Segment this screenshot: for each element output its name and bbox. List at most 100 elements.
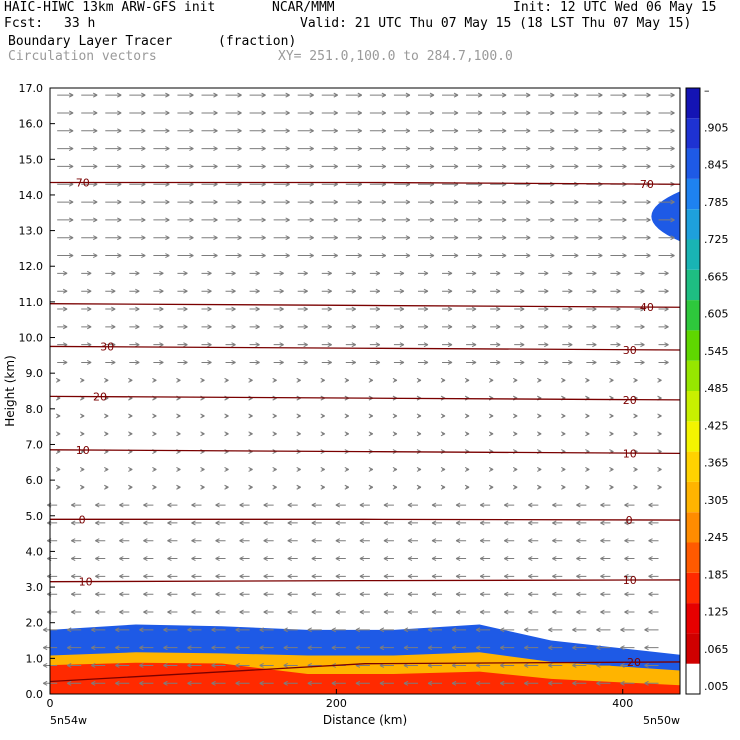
circulation-vector bbox=[105, 128, 122, 134]
circulation-vector bbox=[225, 306, 236, 312]
colorbar-label: .545 bbox=[704, 345, 729, 358]
colorbar-segment bbox=[686, 391, 700, 422]
circulation-vector bbox=[79, 413, 85, 419]
circulation-vector bbox=[359, 520, 370, 526]
circulation-vector bbox=[624, 520, 635, 526]
circulation-vector bbox=[177, 217, 194, 223]
circulation-vector bbox=[634, 253, 651, 258]
circulation-vector bbox=[139, 627, 154, 633]
circulation-vector bbox=[369, 217, 387, 223]
circulation-vector bbox=[552, 556, 563, 561]
circulation-vector bbox=[658, 146, 675, 152]
colorbar-segment bbox=[686, 360, 700, 391]
circulation-vector bbox=[490, 288, 501, 294]
circulation-vector bbox=[211, 627, 226, 633]
circulation-vector bbox=[658, 360, 669, 365]
circulation-vector bbox=[95, 520, 106, 526]
circulation-vector bbox=[176, 431, 181, 437]
circulation-vector bbox=[466, 288, 477, 294]
circulation-vector bbox=[369, 342, 381, 348]
circulation-vector bbox=[393, 146, 411, 152]
circulation-vector bbox=[105, 163, 122, 169]
circulation-vector bbox=[201, 146, 218, 152]
circulation-vector bbox=[417, 235, 435, 241]
circulation-vector bbox=[296, 377, 301, 383]
circulation-vector bbox=[191, 556, 202, 561]
circulation-vector bbox=[321, 235, 338, 241]
circulation-vector bbox=[249, 217, 266, 223]
circulation-vector bbox=[57, 146, 74, 152]
circulation-vector bbox=[273, 128, 290, 134]
circulation-vector bbox=[321, 217, 338, 223]
circulation-vector bbox=[235, 645, 250, 651]
circulation-vector bbox=[249, 235, 266, 241]
circulation-vector bbox=[524, 680, 539, 686]
circulation-vector bbox=[201, 235, 218, 241]
circulation-vector bbox=[586, 235, 603, 241]
circulation-vector bbox=[311, 591, 322, 597]
circulation-vector bbox=[128, 413, 133, 419]
circulation-vector bbox=[586, 110, 603, 116]
y-tick-label: 3.0 bbox=[26, 581, 44, 594]
circulation-vector bbox=[561, 431, 566, 437]
circulation-vector bbox=[600, 556, 611, 561]
circulation-vector bbox=[167, 520, 178, 526]
circulation-vector bbox=[167, 609, 178, 615]
circulation-vector bbox=[562, 163, 579, 169]
circulation-vector bbox=[128, 431, 133, 437]
circulation-vector bbox=[311, 520, 322, 526]
circulation-vector bbox=[320, 484, 325, 490]
circulation-vector bbox=[81, 128, 98, 134]
circulation-vector bbox=[239, 502, 250, 508]
circulation-vector bbox=[311, 502, 322, 508]
circulation-vector bbox=[417, 253, 435, 258]
circulation-vector bbox=[66, 680, 82, 686]
circulation-vector bbox=[91, 663, 106, 668]
circulation-vector bbox=[586, 324, 597, 330]
y-tick-label: 17.0 bbox=[19, 82, 44, 95]
circulation-vector bbox=[215, 573, 226, 579]
circulation-vector bbox=[586, 306, 597, 312]
x-tick-label: 200 bbox=[326, 697, 347, 710]
circulation-vector bbox=[177, 110, 194, 116]
circulation-vector bbox=[417, 306, 429, 312]
temperature-contour bbox=[49, 395, 681, 401]
colorbar-label: .005 bbox=[704, 680, 729, 693]
circulation-vector bbox=[177, 342, 188, 348]
circulation-vector bbox=[191, 538, 202, 544]
circulation-vector bbox=[514, 342, 525, 348]
circulation-vector bbox=[273, 253, 290, 258]
circulation-vector bbox=[104, 377, 109, 383]
y-tick-label: 13.0 bbox=[19, 225, 44, 238]
colorbar-label: .785 bbox=[704, 196, 729, 209]
circulation-vector bbox=[393, 360, 405, 365]
circulation-vector bbox=[335, 502, 346, 508]
circulation-vector bbox=[345, 128, 363, 134]
colorbar-segment bbox=[686, 572, 700, 604]
circulation-vector bbox=[417, 92, 435, 98]
circulation-vector bbox=[81, 163, 98, 169]
circulation-vector bbox=[283, 663, 298, 668]
circulation-vector bbox=[514, 253, 531, 258]
circulation-vector bbox=[235, 663, 250, 668]
circulation-vector bbox=[119, 538, 130, 544]
circulation-vector bbox=[552, 573, 563, 579]
circulation-vector bbox=[143, 591, 154, 597]
circulation-vector bbox=[153, 253, 170, 258]
circulation-vector bbox=[440, 466, 446, 472]
circulation-vector bbox=[177, 270, 188, 276]
circulation-vector bbox=[609, 431, 614, 437]
y-tick-label: 6.0 bbox=[26, 474, 44, 487]
circulation-vector bbox=[369, 199, 387, 205]
circulation-vector bbox=[572, 627, 587, 633]
circulation-vector bbox=[321, 199, 338, 205]
circulation-vector bbox=[215, 520, 226, 526]
colorbar-segment bbox=[686, 330, 700, 361]
temperature-contour bbox=[49, 303, 681, 308]
circulation-vector bbox=[512, 377, 518, 383]
circulation-vector bbox=[368, 413, 374, 419]
circulation-vector bbox=[152, 431, 157, 437]
circulation-vector bbox=[129, 342, 140, 348]
circulation-vector bbox=[624, 538, 635, 544]
circulation-vector bbox=[610, 360, 621, 365]
